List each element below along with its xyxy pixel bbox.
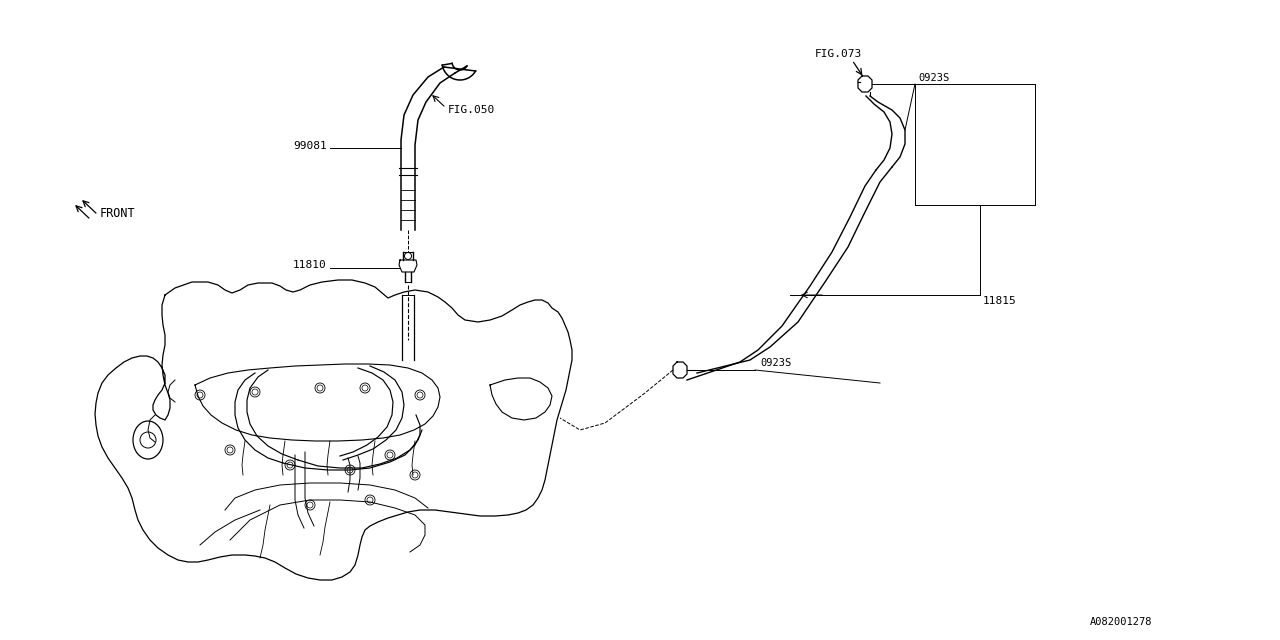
Text: FIG.050: FIG.050 bbox=[448, 105, 495, 115]
Text: 0923S: 0923S bbox=[760, 358, 791, 368]
Text: 99081: 99081 bbox=[293, 141, 326, 151]
Text: 11815: 11815 bbox=[983, 296, 1016, 306]
Text: A082001278: A082001278 bbox=[1091, 617, 1152, 627]
Text: FRONT: FRONT bbox=[100, 207, 136, 220]
Text: 0923S: 0923S bbox=[918, 73, 950, 83]
Text: FIG.073: FIG.073 bbox=[815, 49, 863, 59]
Text: 11810: 11810 bbox=[293, 260, 326, 270]
